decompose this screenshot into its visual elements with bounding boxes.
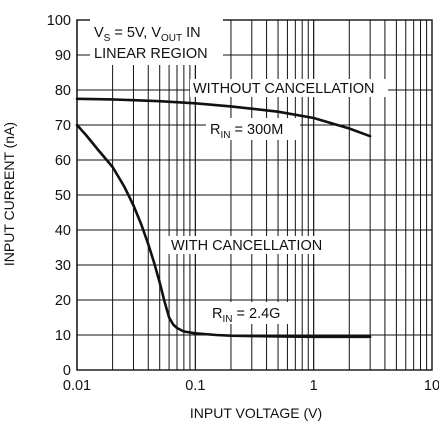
y-tick-label: 80 xyxy=(55,83,71,99)
series-line-without-cancellation xyxy=(75,97,372,138)
y-tick-label: 20 xyxy=(55,293,71,309)
y-tick-label: 50 xyxy=(55,188,71,204)
y-axis-title: INPUT CURRENT (nA) xyxy=(1,122,17,266)
x-tick-label: 1 xyxy=(310,378,318,394)
y-tick-label: 100 xyxy=(47,13,71,29)
series-line-with-cancellation xyxy=(75,123,372,339)
rin-300m-label-bg xyxy=(206,118,300,140)
with-cancellation-label: WITH CANCELLATION xyxy=(171,238,322,254)
condition-label-line1: VS = 5V, VOUT IN xyxy=(94,25,201,44)
y-tick-label: 60 xyxy=(55,153,71,169)
y-tick-label: 30 xyxy=(55,258,71,274)
y-tick-label: 40 xyxy=(55,223,71,239)
without-cancellation-label: WITHOUT CANCELLATION xyxy=(193,81,375,97)
tick-labels: 0 10 20 30 40 50 60 70 80 90 100 0.01 0.1 1 10 xyxy=(47,13,439,394)
x-axis-title: INPUT VOLTAGE (V) xyxy=(190,405,322,421)
rin-300m-label: RIN = 300M xyxy=(210,122,283,141)
annotations: VS = 5V, VOUT IN LINEAR REGION WITHOUT C… xyxy=(90,18,388,325)
y-tick-label: 90 xyxy=(55,48,71,64)
x-tick-label: 0.1 xyxy=(185,378,205,394)
rin-2p4g-label-bg xyxy=(208,302,292,324)
y-tick-label: 0 xyxy=(63,363,71,379)
with-cancellation-label-bg xyxy=(168,236,333,254)
rin-2p4g-label: RIN = 2.4G xyxy=(212,306,280,325)
x-tick-label: 10 xyxy=(424,378,439,394)
y-tick-label: 10 xyxy=(55,328,71,344)
condition-label-bg xyxy=(90,18,223,65)
plot-frame xyxy=(76,19,433,371)
condition-label-line2: LINEAR REGION xyxy=(94,46,208,62)
x-tick-label: 0.01 xyxy=(63,378,91,394)
series-layer xyxy=(75,97,372,339)
y-tick-label: 70 xyxy=(55,118,71,134)
without-cancellation-label-bg xyxy=(190,79,388,97)
